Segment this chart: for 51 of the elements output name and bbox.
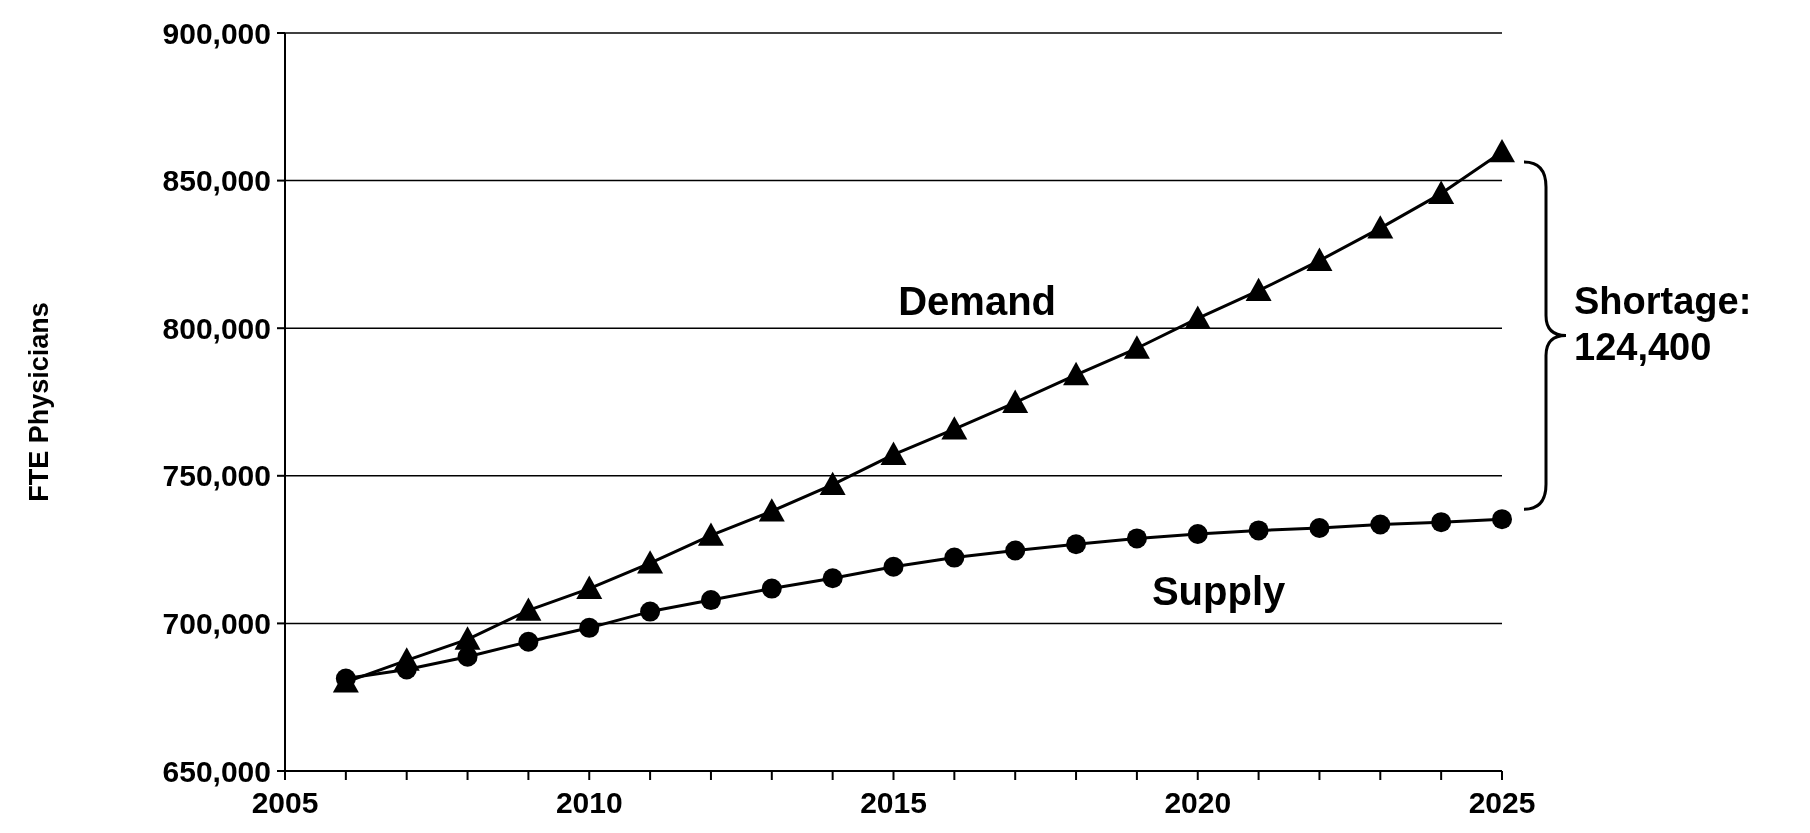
y-tick-label: 800,000 [162, 311, 271, 345]
point [758, 498, 785, 522]
point [1005, 540, 1026, 561]
point [579, 617, 600, 638]
point [700, 590, 721, 611]
series-label: Supply [1151, 569, 1287, 614]
point [1123, 335, 1150, 359]
x-tick-label: 2015 [860, 786, 927, 819]
point [1489, 138, 1515, 163]
series-label: Demand [898, 278, 1057, 323]
text: Shortage: 124,400 [1574, 279, 1752, 368]
x-tick-label: 2020 [1164, 786, 1232, 819]
point [393, 647, 420, 671]
point [880, 441, 907, 465]
point [576, 575, 603, 599]
point [1002, 389, 1029, 413]
point [1248, 520, 1269, 541]
point [697, 522, 724, 546]
point [1309, 518, 1330, 539]
x-tick-label: 2010 [555, 786, 623, 819]
point [883, 556, 904, 577]
point [1367, 215, 1394, 239]
point [454, 626, 481, 650]
y-tick-label: 700,000 [162, 606, 271, 640]
point [1431, 512, 1452, 533]
y-tick-label: 850,000 [162, 164, 271, 198]
point [518, 631, 539, 652]
point [1245, 277, 1272, 302]
y-axis-title: FTE Physicians [24, 302, 54, 502]
point [1306, 247, 1333, 271]
point [1184, 305, 1211, 329]
point [944, 547, 965, 568]
point [941, 416, 968, 440]
point [1492, 509, 1512, 530]
point [1063, 361, 1090, 386]
point [515, 597, 542, 621]
y-tick-label: 900,000 [162, 16, 271, 50]
point [822, 568, 843, 589]
point [1066, 534, 1087, 555]
point [640, 601, 661, 622]
point [819, 471, 846, 496]
x-tick-label: 2025 [1468, 786, 1536, 819]
y-tick-label: 650,000 [162, 754, 271, 788]
point [1370, 514, 1391, 535]
point [637, 550, 664, 574]
point [761, 578, 782, 599]
y-tick-label: 750,000 [162, 459, 271, 493]
point [1428, 180, 1455, 204]
point [1126, 528, 1147, 549]
point [1187, 523, 1208, 544]
x-tick-label: 2005 [251, 786, 319, 819]
